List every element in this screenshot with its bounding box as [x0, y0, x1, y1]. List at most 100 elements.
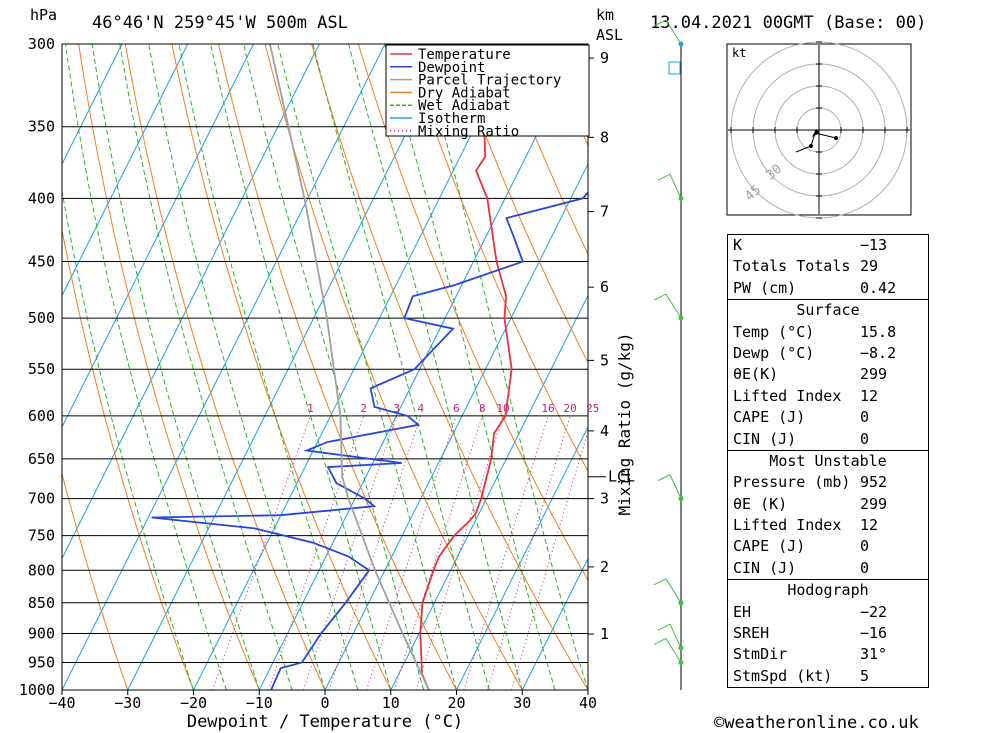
dry-adiabat-line — [264, 44, 523, 690]
dry-adiabat-line — [404, 44, 588, 473]
isotherm-line — [127, 44, 452, 690]
mixing-ratio-label: 8 — [479, 402, 486, 415]
barb-flag — [657, 173, 671, 181]
index-label: SREH — [733, 624, 770, 643]
barb-flag — [653, 578, 667, 586]
barb-shaft — [665, 638, 682, 663]
surface-section: Surface Temp (°C) 15.8 Dewp (°C) −8.2 θE(K) 2… — [728, 299, 928, 450]
index-row: Lifted Index 12 — [728, 386, 928, 407]
isotherm-line — [521, 557, 588, 690]
barb-flag — [653, 638, 667, 645]
pressure-tick-label: 750 — [28, 527, 55, 545]
wet-adiabat-line — [210, 44, 392, 690]
km-tick-label: 6 — [600, 278, 609, 296]
pressure-tick-label: 1000 — [19, 681, 55, 699]
index-value: −13 — [860, 236, 888, 254]
km-tick-label: 7 — [600, 203, 609, 221]
x-axis-title: Dewpoint / Temperature (°C) — [187, 712, 463, 732]
index-value: 0 — [860, 537, 870, 556]
km-tick-label: 8 — [600, 128, 609, 146]
pressure-unit-label: hPa — [30, 6, 57, 24]
wet-adiabat-line — [419, 44, 588, 690]
isotherm-line — [324, 162, 588, 690]
legend-item-label: Isotherm — [418, 111, 485, 127]
indices-general: K −13 Totals Totals 29 PW (cm) 0.42 — [728, 235, 928, 299]
km-label: km — [596, 6, 614, 24]
isotherm-line — [62, 44, 189, 297]
legend-item-label: Dewpoint — [418, 60, 485, 76]
wind-barbs — [653, 19, 684, 690]
pressure-tick-label: 500 — [28, 309, 55, 327]
lcl-label: LCL — [608, 468, 635, 486]
pressure-tick-label: 350 — [28, 118, 55, 136]
pressure-tick-label: 900 — [28, 624, 55, 642]
x-tick-label: −10 — [246, 694, 273, 712]
index-label: Dewp (°C) — [733, 343, 815, 362]
legend-box — [385, 44, 590, 137]
index-row: CAPE (J) 0 — [728, 407, 928, 428]
wet-adiabat-line — [384, 44, 556, 690]
isotherm-line — [62, 44, 386, 690]
mixing-ratio-label: 4 — [418, 402, 425, 415]
index-value: 299 — [860, 365, 888, 384]
index-label: Totals Totals — [733, 257, 851, 276]
mixing-ratio-label: 10 — [496, 402, 509, 415]
index-row: Pressure (mb) 952 — [728, 472, 928, 493]
index-label: PW (cm) — [733, 278, 797, 297]
index-value: 0 — [860, 429, 870, 448]
barb-shaft — [665, 578, 682, 604]
index-value: 15.8 — [860, 322, 897, 341]
index-row: CIN (J) 0 — [728, 558, 928, 579]
index-value: 29 — [860, 257, 879, 276]
dry-adiabat-line — [497, 44, 588, 256]
isotherm-line — [62, 44, 320, 560]
pressure-tick-label: 450 — [28, 253, 55, 271]
pressure-tick-label: 600 — [28, 407, 55, 425]
most-unstable-section: Most Unstable Pressure (mb) 952 θE (K) 299 L… — [728, 449, 928, 579]
index-label: CAPE (J) — [733, 408, 806, 427]
plot-overlay: 3003504004505005506006507007508008509009… — [19, 35, 635, 712]
plot-area — [62, 44, 1000, 690]
legend-item-label: Parcel Trajectory — [418, 73, 561, 89]
mixing-ratio-label: 16 — [541, 402, 554, 415]
index-value: 952 — [860, 473, 888, 492]
barb-shaft — [665, 293, 682, 319]
index-value: 12 — [860, 516, 879, 535]
index-label: Lifted Index — [733, 516, 842, 535]
index-value: 31° — [860, 645, 888, 664]
x-tick-label: 20 — [447, 694, 465, 712]
hodograph-trace — [795, 132, 837, 153]
mixing-ratio-label: 25 — [586, 402, 599, 415]
pressure-tick-label: 400 — [28, 189, 55, 207]
index-value: −16 — [860, 624, 888, 643]
index-row: StmDir 31° — [728, 644, 928, 665]
dry-adiabat-line — [62, 471, 129, 690]
wet-adiabat-line — [312, 44, 490, 690]
mixing-ratio-line — [211, 415, 311, 690]
dry-adiabat-line — [451, 44, 588, 364]
index-row: θE (K) 299 — [728, 494, 928, 515]
wet-adiabat-line — [348, 44, 523, 690]
mixing-ratio-label: 2 — [360, 402, 367, 415]
legend-item-label: Temperature — [418, 47, 511, 63]
barb-flag — [653, 293, 667, 301]
index-row: PW (cm) 0.42 — [728, 278, 928, 299]
dry-adiabat-line — [918, 44, 1000, 690]
index-label: CIN (J) — [733, 429, 797, 448]
index-label: StmSpd (kt) — [733, 666, 833, 685]
isotherm-line — [258, 44, 583, 690]
index-row: θE(K) 299 — [728, 364, 928, 385]
barb-shaft — [669, 174, 682, 199]
index-row: Lifted Index 12 — [728, 515, 928, 536]
legend-item-label: Mixing Ratio — [418, 124, 519, 140]
x-tick-label: 10 — [382, 694, 400, 712]
barb-shaft — [665, 19, 682, 45]
location-label: 46°46'N 259°45'W 500m ASL — [92, 13, 348, 33]
hodograph-section: Hodograph EH −22 SREH −16 StmDir 31° StmSpd (k… — [728, 579, 928, 687]
wet-adiabat-line — [119, 44, 293, 690]
mixing-ratio-line — [328, 415, 422, 690]
barb-flag — [653, 19, 667, 27]
